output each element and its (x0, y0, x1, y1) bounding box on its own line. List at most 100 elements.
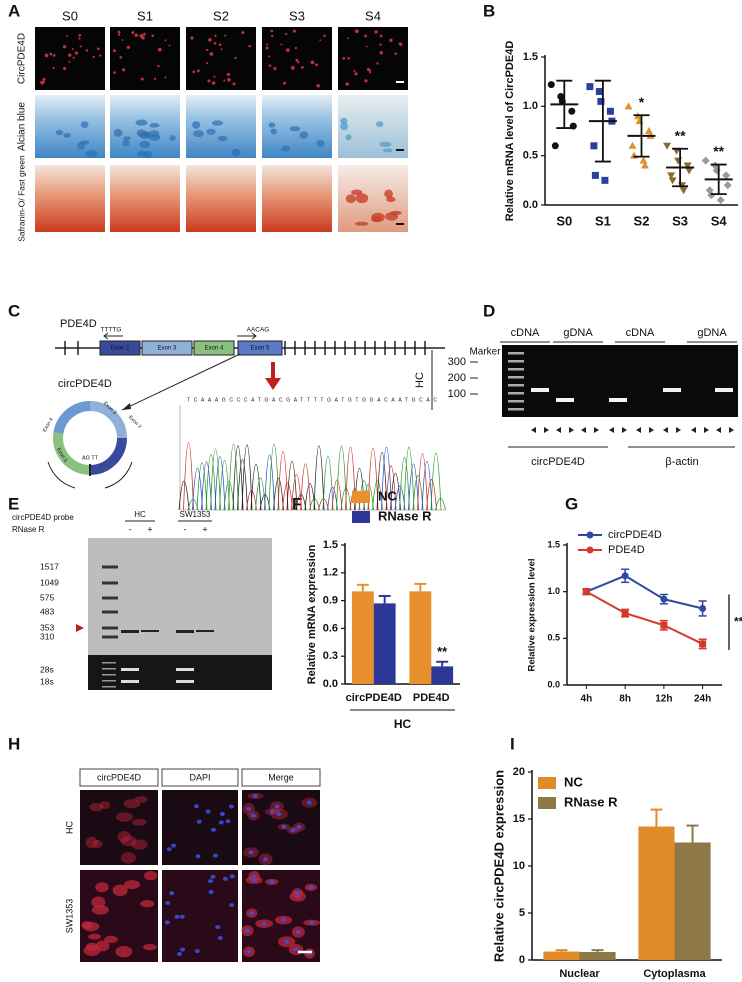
cell-dot (319, 39, 322, 42)
ladder-band (102, 626, 118, 630)
rrna-label: 28s (40, 664, 54, 674)
cell (142, 150, 153, 159)
nucleus (205, 809, 211, 814)
cell (139, 140, 151, 149)
cell (192, 121, 201, 129)
cell-dot (270, 34, 274, 38)
nucleus (229, 903, 235, 908)
data-point (701, 156, 710, 165)
nucleus (281, 917, 287, 922)
cytoplasm (95, 882, 109, 893)
blot-band (121, 630, 139, 633)
sequence: TCAAAGCCCATGACGATTTTGATGTGGACAATGCAC (187, 397, 437, 403)
legend-label: RNase R (564, 794, 618, 809)
connector (121, 353, 241, 411)
data-point (722, 171, 731, 180)
ladder-band (102, 680, 116, 682)
cell-dot (310, 60, 315, 65)
cell-dot (62, 44, 67, 49)
panel-letter: C (8, 301, 20, 320)
y-tick-label: 0.5 (523, 150, 538, 162)
cell-dot (113, 71, 116, 74)
cell-dot (92, 55, 95, 59)
cell-dot (374, 30, 378, 34)
marker (621, 609, 629, 617)
trace-peak (331, 479, 343, 511)
bar (638, 826, 675, 960)
data-point (624, 102, 633, 110)
ladder-band (102, 596, 118, 600)
gene-name: PDE4D (60, 318, 97, 330)
nucleus (295, 890, 301, 895)
exon-label: Exon 5 (251, 346, 270, 352)
nucleus (269, 879, 275, 884)
significance: ** (713, 143, 724, 159)
cell-dot (118, 33, 121, 36)
safranin-image (35, 165, 105, 232)
ladder-band (102, 686, 116, 688)
nucleus (164, 920, 170, 925)
cell-dot (42, 77, 46, 81)
legend-label: PDE4D (608, 544, 645, 556)
cell-dot (98, 54, 102, 57)
nucleus (269, 809, 275, 814)
cytoplasm (104, 935, 118, 944)
cytoplasm (140, 900, 155, 908)
nucleus (176, 952, 182, 957)
cytoplasm (88, 933, 101, 940)
safranin-image (262, 165, 332, 232)
trace-peak (376, 452, 388, 511)
cell-dot (220, 48, 223, 51)
cell-dot (283, 81, 287, 85)
nucleus (274, 804, 280, 809)
target-label: β-actin (665, 456, 698, 468)
cell-dot (268, 64, 272, 67)
cytoplasm (117, 830, 132, 843)
cytoplasm (115, 812, 133, 822)
connector-head (122, 403, 131, 410)
trace-peak (426, 479, 437, 511)
ladder-label: 1049 (40, 577, 59, 587)
y-tick-label: 1.0 (523, 100, 538, 112)
nucleus (194, 949, 200, 954)
cytoplasm (143, 871, 158, 881)
cell (206, 128, 216, 135)
group-label: HC (394, 717, 412, 731)
cell-dot (285, 32, 288, 36)
cell-dot (290, 66, 295, 70)
data-point (601, 176, 609, 184)
primer-icon (716, 427, 734, 433)
nucleus (246, 949, 252, 954)
cytoplasm (134, 796, 148, 803)
cell-dot (379, 34, 383, 38)
y-tick-label: 0.0 (523, 199, 538, 211)
trace-peak (430, 452, 442, 511)
cell-dot (232, 82, 236, 86)
nucleus (276, 811, 282, 816)
trace-peak (237, 459, 248, 511)
nucleus (208, 890, 214, 895)
cell-dot (117, 30, 121, 34)
circ-arc (89, 401, 127, 439)
size-label: 300 (448, 356, 466, 368)
ladder-band (102, 674, 116, 676)
cell-dot (79, 45, 82, 48)
cell-dot (224, 34, 227, 37)
ladder-label: 575 (40, 592, 54, 602)
treatment-label: RNase R (12, 525, 45, 534)
nucleus (215, 925, 221, 930)
rrna-band (121, 680, 139, 683)
cell (217, 135, 228, 142)
data-point (590, 142, 598, 150)
safranin-image (110, 165, 180, 232)
data-point (645, 127, 653, 134)
nucleus (251, 878, 257, 883)
marker (660, 621, 668, 629)
y-tick-label: 0 (519, 954, 525, 966)
nucleus (174, 914, 180, 919)
cell-dot (292, 29, 296, 33)
cell (149, 123, 160, 128)
cell-dot (164, 39, 167, 42)
y-axis-label: Relative mRNA expression (306, 544, 318, 684)
cell-dot (151, 34, 154, 38)
